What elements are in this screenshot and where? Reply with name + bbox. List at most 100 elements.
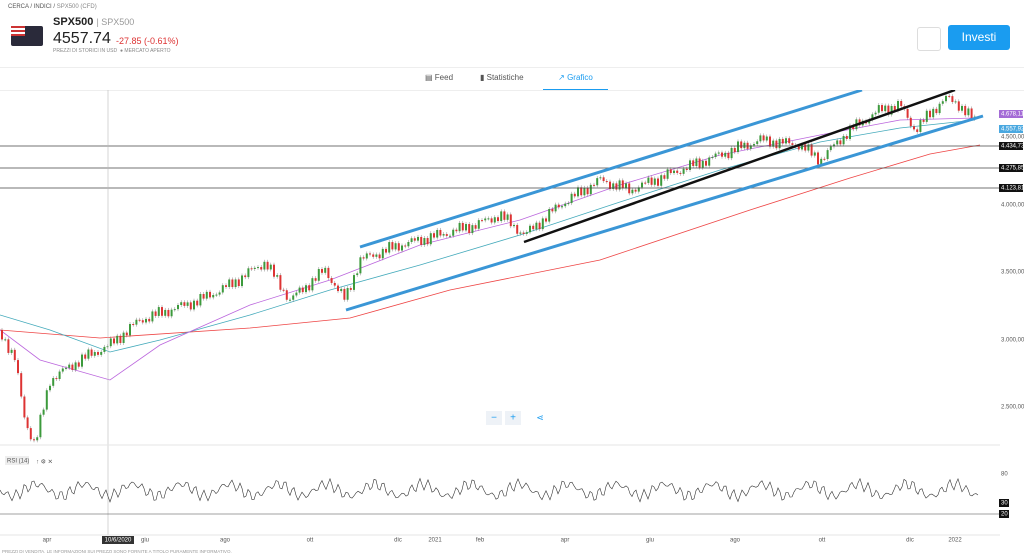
tab-active[interactable]: ↗ Grafico: [543, 67, 608, 91]
candle: [961, 105, 963, 111]
candle: [100, 351, 103, 355]
candle: [26, 417, 29, 429]
zoom-in-label[interactable]: +: [510, 413, 516, 424]
candle: [225, 285, 227, 287]
zoom-out[interactable]: [486, 411, 502, 425]
candle: [113, 338, 115, 344]
candle: [548, 209, 551, 222]
candle: [215, 294, 218, 296]
candle: [369, 253, 371, 255]
candle: [141, 320, 144, 323]
rsi-tag: [999, 470, 1009, 478]
menu-button[interactable]: [917, 27, 941, 51]
candle: [570, 193, 573, 204]
candle: [359, 257, 362, 274]
share[interactable]: ⋖: [536, 412, 544, 422]
candle: [906, 108, 909, 118]
candle: [289, 299, 291, 301]
symbol: SPX500 | SPX500: [53, 16, 135, 28]
candle: [820, 158, 823, 165]
candle: [45, 390, 48, 410]
trendlines: [345, 90, 984, 312]
candle: [849, 125, 851, 139]
candle: [765, 136, 768, 141]
candle: [186, 302, 189, 306]
candle: [173, 309, 176, 311]
candle: [250, 268, 253, 270]
candle: [420, 236, 423, 245]
candle: [87, 349, 90, 359]
candle: [49, 385, 51, 391]
candle: [705, 160, 707, 166]
candle: [714, 153, 717, 157]
candle: [577, 187, 579, 197]
tab[interactable]: ▮ Statistiche: [480, 73, 524, 82]
time-label: giu: [141, 538, 149, 544]
candle: [301, 287, 304, 293]
candle: [781, 138, 784, 144]
zoom-in[interactable]: [505, 411, 521, 425]
candle: [138, 319, 141, 321]
zoom-out-label[interactable]: −: [491, 413, 497, 424]
tab[interactable]: ▤ Feed: [425, 73, 454, 82]
candle: [641, 182, 643, 188]
invest-button[interactable]: Investi: [948, 25, 1010, 50]
candle: [413, 238, 416, 241]
candle: [353, 275, 355, 290]
candle: [881, 105, 883, 112]
candle: [340, 288, 343, 292]
price-note: PREZZI DI STORICI IN USD: [53, 48, 118, 54]
candle: [679, 172, 682, 174]
candle: [676, 170, 679, 173]
candle: [733, 147, 736, 153]
candle: [647, 177, 650, 183]
candle: [650, 177, 653, 185]
candle: [71, 364, 74, 370]
divider: [0, 67, 1024, 68]
rsi-tag: [999, 510, 1009, 518]
candle: [653, 178, 656, 185]
candle: [711, 156, 714, 158]
candle: [797, 146, 800, 150]
candle: [362, 257, 365, 259]
candle: [455, 229, 458, 232]
footer: PREZZI DI VENDITA. LE INFORMAZIONI SUI P…: [2, 549, 232, 554]
candle: [170, 309, 173, 317]
candle: [321, 269, 323, 273]
candle: [333, 282, 336, 286]
rsi-tag: [999, 499, 1009, 507]
candle: [417, 236, 419, 241]
candle: [791, 143, 794, 145]
candle: [337, 285, 339, 292]
crumb[interactable]: INDICI: [33, 4, 52, 10]
candle: [135, 319, 138, 325]
candle: [439, 229, 442, 236]
candle: [519, 232, 522, 234]
candle: [13, 349, 16, 361]
candle: [957, 101, 960, 111]
candle: [756, 141, 759, 145]
rsi-control[interactable]: ↑ ⚙ ✕: [36, 459, 53, 466]
candle: [493, 217, 496, 223]
candle: [442, 234, 445, 236]
candle: [871, 114, 874, 120]
candle: [477, 220, 480, 229]
moving-average: [0, 144, 981, 339]
candle: [890, 105, 893, 115]
candle: [631, 189, 634, 194]
candle: [391, 242, 394, 250]
candle: [122, 332, 125, 343]
rsi-badge: [5, 456, 29, 465]
candle: [253, 267, 256, 269]
candle: [148, 318, 151, 322]
candle: [189, 302, 192, 310]
candle: [538, 222, 541, 230]
candle: [749, 145, 752, 149]
candle: [311, 278, 314, 291]
candle: [964, 105, 967, 116]
candle: [209, 291, 211, 298]
candle: [199, 294, 202, 306]
candle: [743, 142, 746, 149]
crumb[interactable]: CERCA: [8, 4, 29, 10]
time-label: 2021: [428, 538, 442, 544]
